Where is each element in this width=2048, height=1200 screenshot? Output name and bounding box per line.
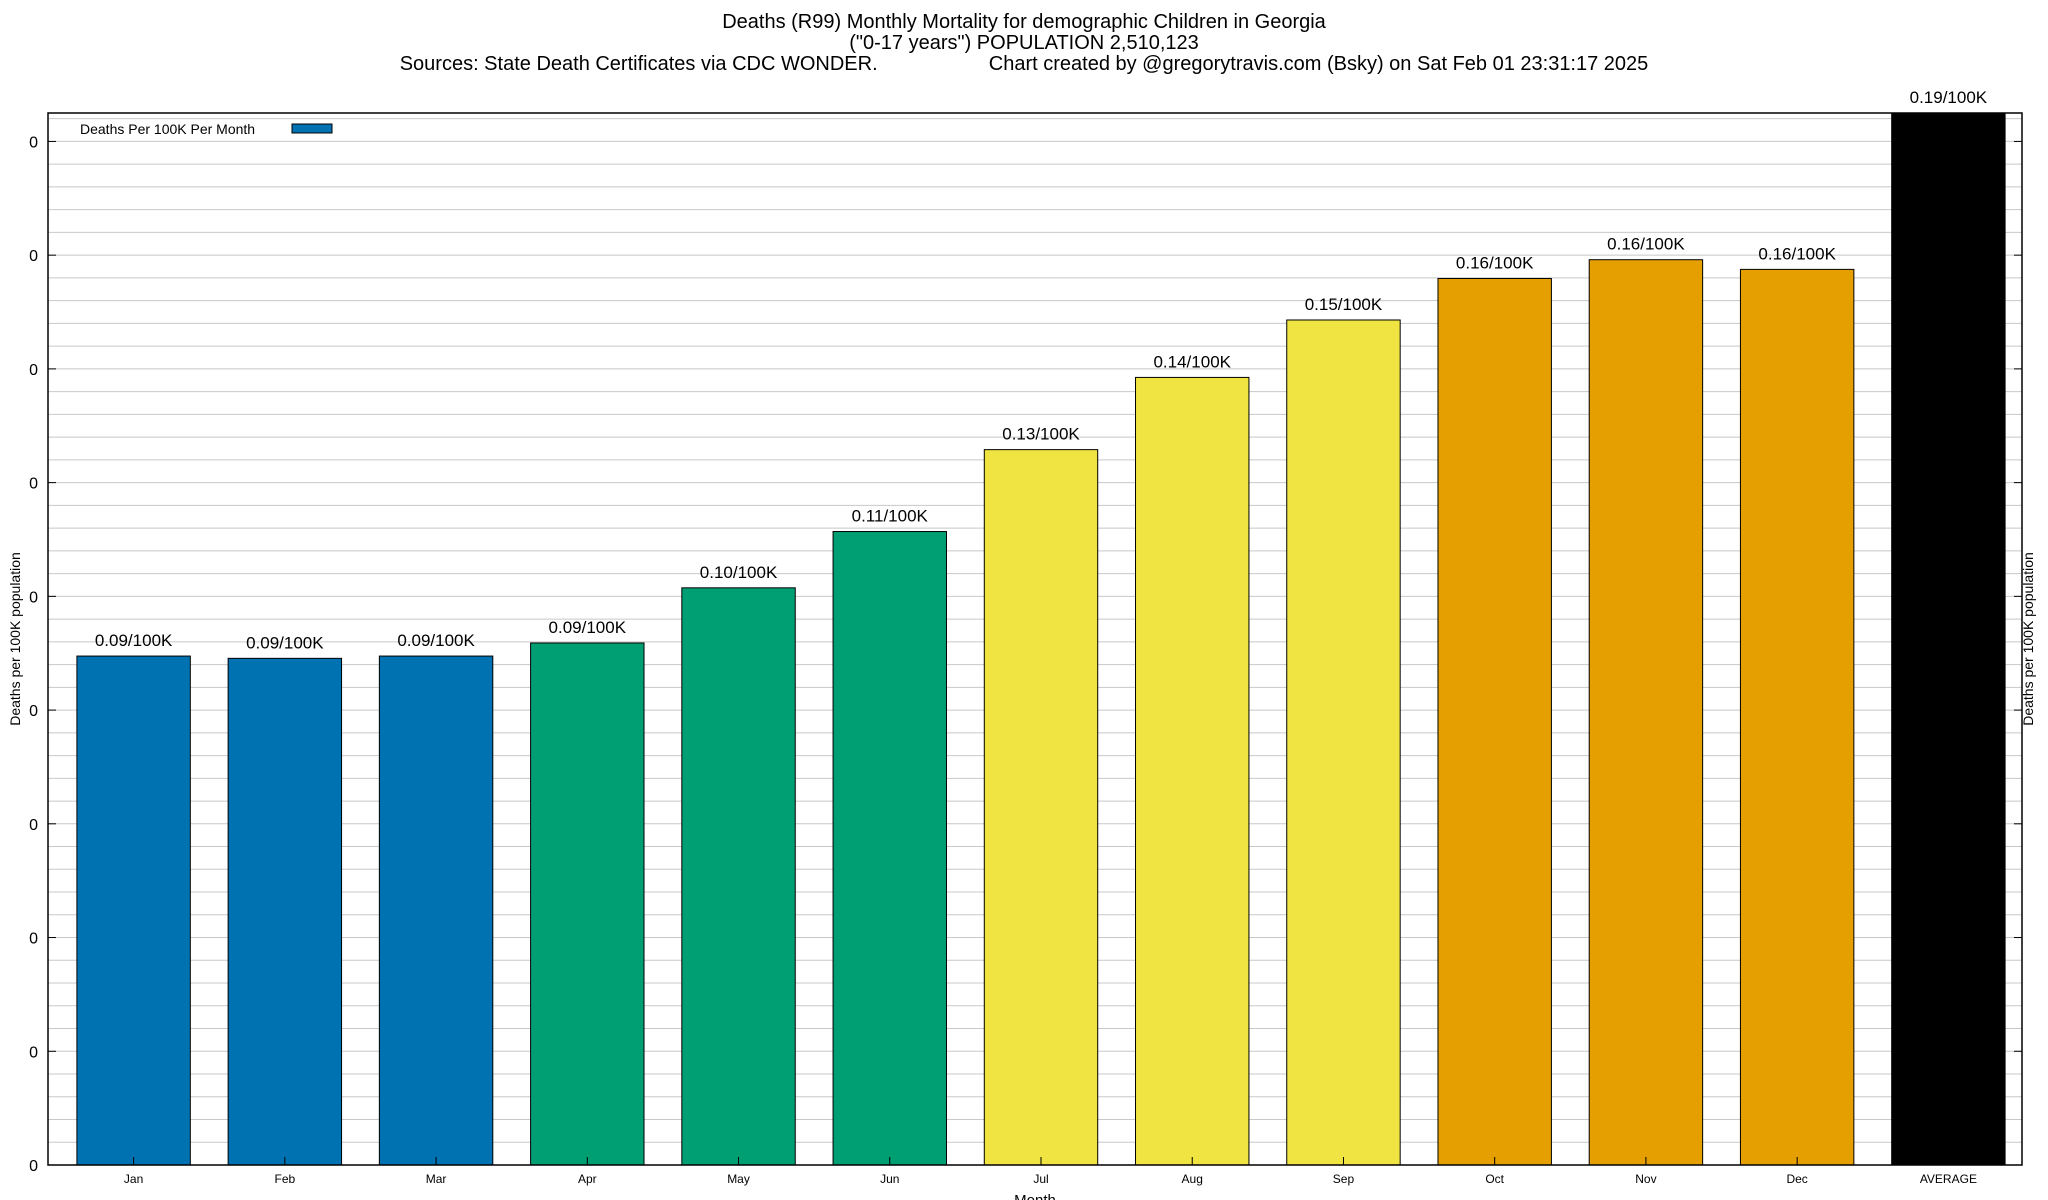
y-tick-label: 0 (29, 589, 38, 606)
x-tick-label: Sep (1333, 1172, 1355, 1186)
legend: Deaths Per 100K Per Month (80, 121, 333, 137)
y-tick-label: 0 (29, 248, 38, 265)
x-tick-label: Jun (880, 1172, 899, 1186)
y-tick-label: 0 (29, 931, 38, 948)
bar-apr (530, 642, 645, 1166)
y-tick-label: 0 (29, 1044, 38, 1061)
x-tick-label: Feb (275, 1172, 296, 1186)
bar-value-label: 0.09/100K (95, 631, 173, 650)
x-tick-label: Mar (426, 1172, 447, 1186)
bar-average (1891, 112, 2006, 1166)
chart-sources: Sources: State Death Certificates via CD… (399, 53, 878, 75)
bar-nov (1588, 259, 1704, 1166)
y-tick-label: 0 (29, 134, 38, 151)
y-axis-ticks: 0 0 0 0 0 0 0 0 0 0 (29, 134, 2022, 1175)
bar-value-label: 0.16/100K (1607, 235, 1685, 254)
chart-source-credit-line: Sources: State Death Certificates via CD… (0, 54, 2048, 75)
x-tick-label: Jan (124, 1172, 143, 1186)
bar-jan (76, 655, 191, 1166)
bar-aug (1135, 376, 1250, 1166)
x-tick-label: Aug (1182, 1172, 1203, 1186)
bar-sep (1286, 319, 1401, 1166)
x-tick-label: Oct (1485, 1172, 1504, 1186)
x-tick-label: Nov (1635, 1172, 1656, 1186)
bar-value-label: 0.10/100K (700, 563, 778, 582)
bar-jul (983, 449, 1099, 1166)
chart-title-block: Deaths (R99) Monthly Mortality for demog… (0, 12, 2048, 75)
x-tick-label: AVERAGE (1920, 1172, 1977, 1186)
x-tick-label: Jul (1033, 1172, 1048, 1186)
legend-swatch (291, 123, 333, 134)
bar-mar (378, 655, 494, 1166)
bar-feb (227, 657, 343, 1166)
bar-value-label: 0.16/100K (1758, 244, 1836, 263)
plot-frame (47, 112, 2023, 1166)
y-tick-label: 0 (29, 362, 38, 379)
bar-value-label: 0.13/100K (1002, 425, 1080, 444)
y-tick-label: 0 (29, 703, 38, 720)
bar-jun (832, 531, 947, 1166)
bars: 0.09/100K 0.09/100K 0.09/100K 0.09/100K 0.10… (76, 88, 2006, 1166)
x-axis-ticks: Jan Feb Mar Apr May Jun Jul Aug Sep Oct Nov Dec AVER… (124, 1157, 1977, 1186)
bar-value-label: 0.09/100K (549, 618, 627, 637)
bar-value-label: 0.14/100K (1153, 352, 1231, 371)
bar-dec (1739, 268, 1855, 1166)
bar-value-label: 0.09/100K (397, 631, 475, 650)
bar-oct (1437, 277, 1552, 1166)
x-tick-label: May (727, 1172, 750, 1186)
y2-axis-label: Deaths per 100K population (2020, 552, 2036, 726)
bar-value-label: 0.16/100K (1456, 253, 1534, 272)
bar-value-label: 0.15/100K (1305, 295, 1383, 314)
chart-title: Deaths (R99) Monthly Mortality for demog… (722, 11, 1326, 33)
bar-may (681, 587, 796, 1166)
bar-value-label: 0.09/100K (246, 633, 324, 652)
chart-subtitle: ("0-17 years") POPULATION 2,510,123 (849, 32, 1199, 54)
bar-value-label: 0.19/100K (1910, 88, 1988, 107)
chart-credit: Chart created by @gregorytravis.com (Bsk… (988, 53, 1649, 75)
y-tick-label: 0 (29, 1158, 38, 1175)
y-tick-label: 0 (29, 476, 38, 493)
x-tick-label: Dec (1786, 1172, 1807, 1186)
y-axis-label: Deaths per 100K population (7, 552, 23, 726)
legend-label: Deaths Per 100K Per Month (80, 121, 255, 137)
x-axis-label: Month (1014, 1192, 1056, 1200)
y-tick-label: 0 (29, 817, 38, 834)
bar-value-label: 0.11/100K (852, 507, 929, 526)
x-tick-label: Apr (578, 1172, 597, 1186)
